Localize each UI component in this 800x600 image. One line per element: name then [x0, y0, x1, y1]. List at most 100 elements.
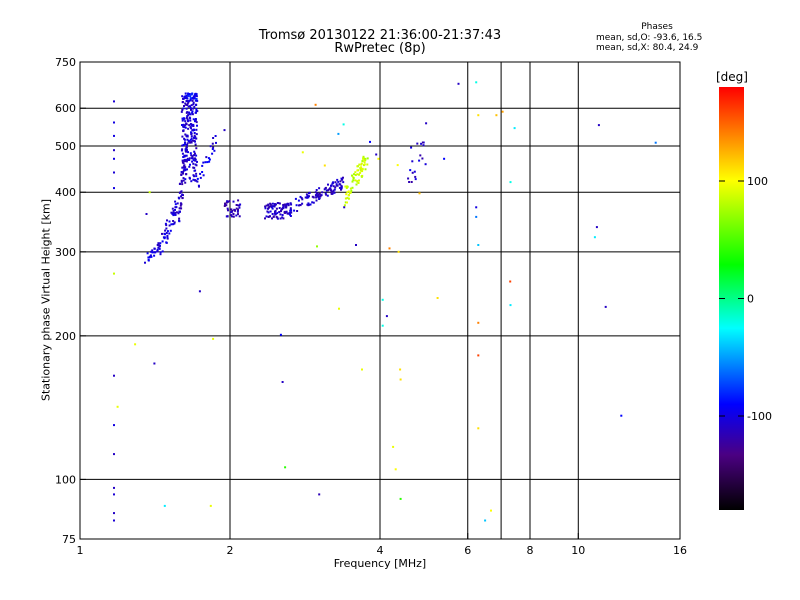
data-point: [196, 99, 199, 102]
y-axis-ticks: 75 100 200 300 400 500 600 750: [55, 56, 86, 546]
data-point: [344, 197, 347, 200]
data-point: [189, 97, 192, 100]
data-point: [277, 202, 280, 205]
data-point: [196, 177, 199, 180]
data-point: [347, 197, 350, 200]
x-tick-label: 2: [227, 544, 234, 557]
data-point: [185, 122, 188, 125]
data-point: [193, 140, 196, 142]
data-point: [227, 209, 229, 212]
data-point: [181, 183, 184, 186]
data-point: [189, 98, 192, 101]
data-point: [195, 154, 198, 157]
data-point: [181, 159, 184, 162]
data-point: [223, 129, 226, 132]
data-point: [377, 157, 380, 160]
data-point: [308, 203, 311, 206]
data-point: [194, 92, 197, 95]
data-point: [330, 192, 333, 195]
colorbar-tick-label: 100: [747, 175, 768, 188]
data-point: [157, 246, 160, 249]
data-point: [173, 222, 176, 225]
data-point: [185, 146, 188, 149]
data-point: [168, 232, 171, 235]
data-point: [283, 203, 286, 206]
data-point: [329, 187, 332, 190]
data-point: [188, 157, 191, 160]
data-point: [420, 142, 423, 145]
data-point: [306, 194, 309, 197]
data-point: [178, 207, 181, 210]
data-point: [189, 126, 192, 129]
data-point: [190, 93, 193, 96]
data-point: [180, 110, 183, 113]
data-point: [318, 198, 321, 200]
data-point: [230, 210, 233, 213]
data-point: [213, 149, 216, 152]
data-point: [230, 214, 232, 217]
data-point: [184, 124, 186, 127]
data-point: [359, 168, 362, 171]
data-point: [184, 120, 187, 123]
data-point: [189, 138, 192, 141]
data-point: [343, 206, 346, 209]
data-point: [490, 509, 492, 512]
data-point: [174, 203, 177, 206]
data-point: [181, 166, 184, 169]
data-point: [409, 169, 412, 172]
data-point: [360, 169, 362, 172]
data-point: [188, 99, 191, 102]
data-point: [271, 202, 274, 205]
chart-title: Tromsø 20130122 21:36:00-21:37:43: [258, 28, 502, 43]
data-point: [185, 158, 188, 161]
data-point: [189, 141, 192, 144]
data-point: [413, 170, 416, 173]
data-point: [185, 116, 188, 119]
data-point: [237, 213, 239, 216]
data-point: [315, 192, 318, 195]
data-point: [319, 194, 322, 197]
data-point: [165, 227, 168, 230]
data-point: [195, 172, 198, 175]
data-point: [181, 109, 184, 111]
data-point: [337, 180, 340, 183]
data-point: [273, 212, 276, 215]
data-point: [190, 133, 193, 136]
data-point: [354, 171, 357, 174]
data-point: [192, 125, 195, 127]
x-tick-label: 1: [77, 544, 84, 557]
data-point: [190, 154, 193, 157]
data-point: [299, 195, 302, 198]
data-point: [194, 159, 197, 162]
data-point: [495, 114, 498, 117]
data-point: [113, 374, 115, 377]
data-point: [190, 108, 192, 111]
data-point: [195, 98, 198, 100]
data-point: [414, 178, 417, 181]
data-point: [294, 197, 297, 200]
data-point: [281, 216, 284, 219]
data-point: [152, 251, 155, 254]
data-point: [237, 204, 240, 207]
data-point: [159, 253, 162, 256]
data-point: [654, 141, 657, 144]
data-point: [436, 297, 439, 299]
data-point: [290, 203, 293, 206]
data-point: [174, 208, 176, 211]
colorbar-tick-label: -100: [747, 410, 772, 423]
data-point: [304, 196, 307, 199]
data-point: [231, 215, 233, 218]
data-point: [477, 354, 480, 357]
colorbar-ticks: 100 0 -100: [719, 175, 772, 423]
data-point: [182, 129, 185, 132]
data-point: [312, 201, 315, 204]
data-point: [185, 100, 188, 102]
data-point: [330, 189, 332, 192]
data-point: [113, 187, 115, 190]
data-point: [186, 159, 189, 161]
data-point: [392, 445, 395, 448]
data-point: [399, 497, 402, 500]
data-point: [286, 212, 289, 215]
data-point: [170, 223, 173, 226]
data-point: [194, 158, 197, 161]
